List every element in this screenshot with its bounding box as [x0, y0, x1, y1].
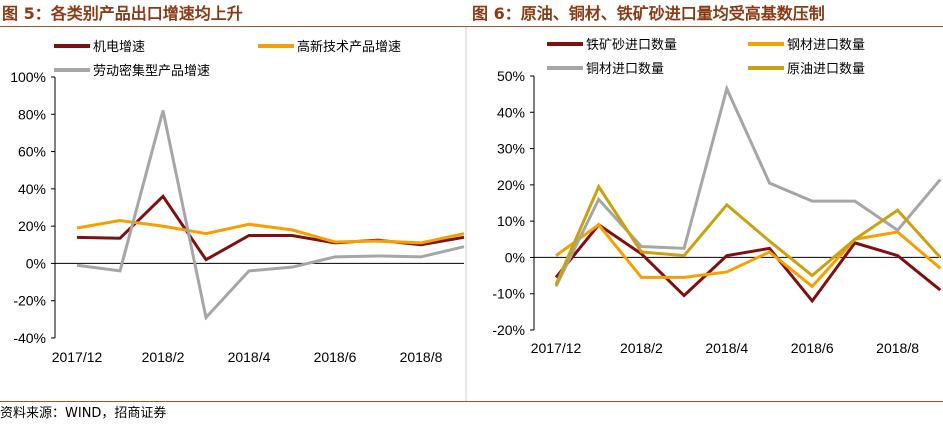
y-tick-label: 80% [18, 106, 46, 122]
legend-label: 铜材进口数量 [586, 62, 664, 77]
y-tick-label: 40% [18, 181, 46, 197]
y-tick-label: 0% [26, 255, 46, 271]
x-tick-label: 2018/2 [620, 340, 663, 356]
series-line-3 [554, 183, 942, 286]
legend-label: 高新技术产品增速 [297, 39, 401, 55]
series-line-1 [76, 219, 465, 245]
series-line-2 [76, 110, 465, 321]
legend-label: 劳动密集型产品增速 [93, 63, 210, 79]
y-tick-label: 20% [497, 177, 525, 193]
y-tick-label: 100% [10, 69, 46, 85]
x-tick-label: 2018/6 [314, 349, 357, 365]
legend-label: 钢材进口数量 [787, 38, 865, 53]
x-tick-label: 2018/4 [705, 340, 748, 356]
y-tick-label: 60% [18, 144, 46, 160]
source-note: 资料来源：WIND，招商证券 [0, 405, 166, 421]
chart-left: 100% 80% 60% 40% 20% 0% -20% -40% 2017/12 2018/2 2… [10, 39, 465, 365]
x-tick-label: 2018/4 [228, 349, 271, 365]
legend-label: 原油进口数量 [787, 62, 865, 77]
chart-title-right: 图 6：原油、铜材、铁矿砂进口量均受高基数压制 [472, 4, 825, 23]
y-tick-label: -10% [492, 286, 525, 302]
y-tick-label: -20% [492, 322, 525, 338]
y-tick-label: 50% [497, 68, 525, 84]
y-tick-label: 20% [18, 218, 46, 234]
x-tick-label: 2017/12 [531, 340, 582, 356]
x-tick-label: 2017/12 [52, 349, 103, 365]
legend-label: 铁矿砂进口数量 [586, 38, 677, 53]
legend-label: 机电增速 [93, 40, 145, 55]
x-tick-label: 2018/2 [142, 349, 185, 365]
y-tick-label: 10% [497, 213, 525, 229]
x-tick-label: 2018/8 [876, 340, 919, 356]
series-line-2 [554, 84, 942, 288]
y-tick-label: -20% [13, 293, 46, 309]
y-tick-label: 30% [497, 141, 525, 157]
x-tick-label: 2018/8 [400, 349, 443, 365]
y-tick-label: -40% [13, 330, 46, 346]
x-tick-label: 2018/6 [791, 340, 834, 356]
y-tick-label: 40% [497, 104, 525, 120]
chart-title-left: 图 5：各类别产品出口增速均上升 [2, 4, 243, 23]
chart-right: 50% 40% 30% 20% 10% 0% -10% -20% 2017/12 2018/2 20… [492, 38, 942, 356]
y-tick-label: 0% [505, 249, 525, 265]
series-line-0 [554, 222, 942, 304]
series-line-1 [555, 222, 942, 289]
